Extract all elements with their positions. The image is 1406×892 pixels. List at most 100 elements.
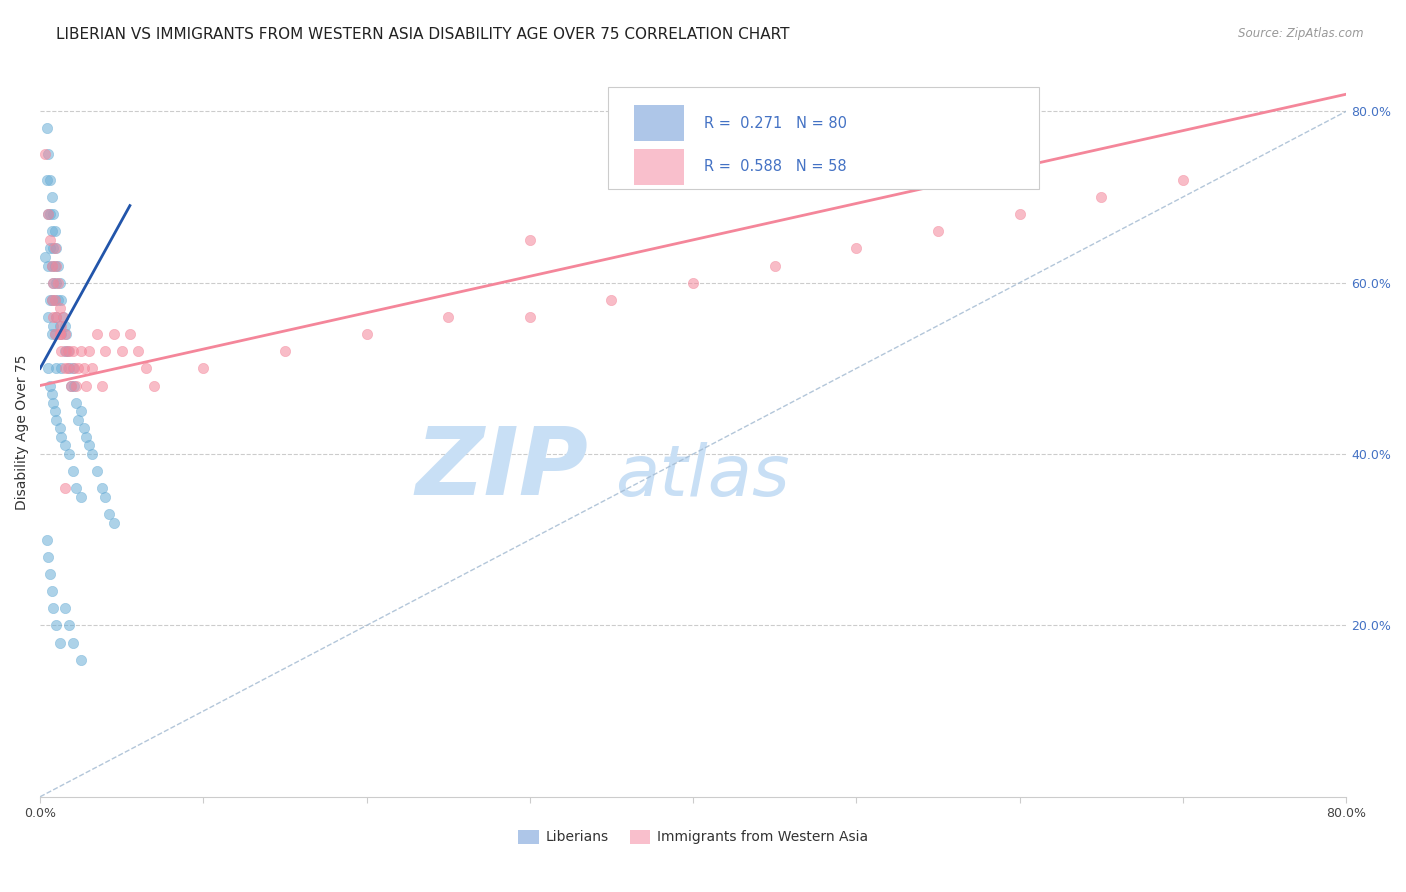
Point	[45, 310, 67, 324]
Point	[41, 259, 63, 273]
Point	[45, 361, 67, 376]
Point	[66, 413, 89, 427]
Point	[38, 173, 60, 187]
Point	[77, 438, 100, 452]
Point	[44, 327, 66, 342]
Point	[127, 344, 149, 359]
Point	[70, 344, 93, 359]
Point	[75, 430, 97, 444]
Point	[53, 327, 76, 342]
Point	[44, 293, 66, 307]
Point	[111, 344, 134, 359]
Point	[45, 310, 67, 324]
Point	[437, 310, 460, 324]
Point	[86, 464, 108, 478]
Point	[34, 250, 56, 264]
Point	[42, 276, 65, 290]
Point	[51, 293, 73, 307]
Point	[58, 344, 80, 359]
Point	[41, 293, 63, 307]
Point	[62, 464, 84, 478]
Point	[62, 344, 84, 359]
Point	[52, 310, 75, 324]
Point	[763, 259, 786, 273]
Point	[70, 490, 93, 504]
Point	[44, 327, 66, 342]
Text: atlas: atlas	[614, 442, 789, 511]
Point	[46, 259, 69, 273]
Point	[45, 242, 67, 256]
Point	[37, 207, 59, 221]
Text: R =  0.271   N = 80: R = 0.271 N = 80	[703, 116, 846, 130]
Point	[46, 293, 69, 307]
Point	[58, 618, 80, 632]
Point	[519, 233, 541, 247]
Point	[60, 378, 83, 392]
Point	[48, 635, 70, 649]
Point	[45, 618, 67, 632]
Point	[41, 387, 63, 401]
Point	[55, 327, 77, 342]
Point	[48, 327, 70, 342]
Point	[48, 318, 70, 333]
Point	[63, 361, 86, 376]
Point	[51, 430, 73, 444]
Point	[1090, 190, 1112, 204]
Point	[44, 404, 66, 418]
Point	[103, 327, 125, 342]
Point	[927, 224, 949, 238]
Point	[143, 378, 166, 392]
Point	[600, 293, 623, 307]
Point	[48, 327, 70, 342]
Y-axis label: Disability Age Over 75: Disability Age Over 75	[15, 355, 30, 510]
Point	[91, 378, 114, 392]
Point	[356, 327, 378, 342]
Point	[48, 301, 70, 316]
Point	[53, 438, 76, 452]
Point	[53, 481, 76, 495]
Point	[73, 361, 96, 376]
Point	[63, 378, 86, 392]
Point	[51, 344, 73, 359]
Point	[118, 327, 141, 342]
Point	[44, 242, 66, 256]
Point	[56, 344, 79, 359]
Point	[58, 447, 80, 461]
Point	[48, 421, 70, 435]
Point	[41, 293, 63, 307]
Point	[42, 601, 65, 615]
Point	[91, 481, 114, 495]
Point	[65, 481, 87, 495]
Point	[44, 293, 66, 307]
Point	[45, 413, 67, 427]
Point	[41, 190, 63, 204]
Point	[55, 344, 77, 359]
Point	[65, 378, 87, 392]
Point	[53, 361, 76, 376]
Point	[35, 121, 58, 136]
Point	[1171, 173, 1194, 187]
Point	[135, 361, 157, 376]
Point	[60, 378, 83, 392]
Point	[37, 259, 59, 273]
Point	[75, 378, 97, 392]
Point	[56, 361, 79, 376]
Point	[44, 224, 66, 238]
Point	[42, 276, 65, 290]
Point	[37, 207, 59, 221]
Point	[62, 635, 84, 649]
Point	[38, 293, 60, 307]
Point	[42, 207, 65, 221]
Point	[35, 173, 58, 187]
FancyBboxPatch shape	[634, 149, 683, 185]
Point	[37, 147, 59, 161]
Point	[77, 344, 100, 359]
Point	[65, 395, 87, 409]
Point	[34, 147, 56, 161]
Point	[35, 533, 58, 547]
Point	[37, 361, 59, 376]
Point	[53, 344, 76, 359]
Point	[41, 584, 63, 599]
Point	[37, 549, 59, 564]
Point	[42, 242, 65, 256]
